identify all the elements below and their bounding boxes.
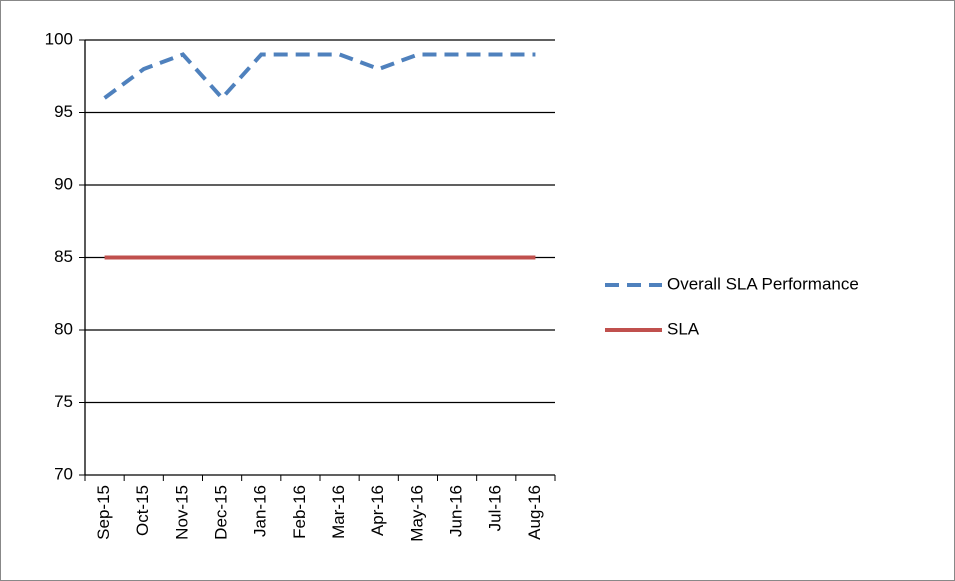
y-tick-label: 85 bbox=[54, 247, 73, 266]
y-tick-label: 95 bbox=[54, 102, 73, 121]
x-tick-label: Oct-15 bbox=[133, 485, 152, 536]
y-tick-label: 100 bbox=[45, 29, 73, 48]
x-tick-label: Nov-15 bbox=[172, 485, 191, 540]
x-tick-label: Aug-16 bbox=[525, 485, 544, 540]
x-tick-label: Jan-16 bbox=[251, 485, 270, 537]
x-tick-label: Mar-16 bbox=[329, 485, 348, 539]
x-tick-label: Dec-15 bbox=[212, 485, 231, 540]
x-tick-label: Apr-16 bbox=[368, 485, 387, 536]
y-tick-label: 70 bbox=[54, 464, 73, 483]
legend-label: SLA bbox=[667, 319, 700, 338]
x-tick-label: May-16 bbox=[407, 485, 426, 542]
x-tick-label: Feb-16 bbox=[290, 485, 309, 539]
x-tick-label: Jul-16 bbox=[486, 485, 505, 531]
series-line bbox=[103, 52, 536, 101]
x-tick-label: Jun-16 bbox=[447, 485, 466, 537]
legend-label: Overall SLA Performance bbox=[667, 274, 859, 293]
x-tick-label: Sep-15 bbox=[94, 485, 113, 540]
y-tick-label: 90 bbox=[54, 174, 73, 193]
y-tick-label: 80 bbox=[54, 319, 73, 338]
y-tick-label: 75 bbox=[54, 392, 73, 411]
